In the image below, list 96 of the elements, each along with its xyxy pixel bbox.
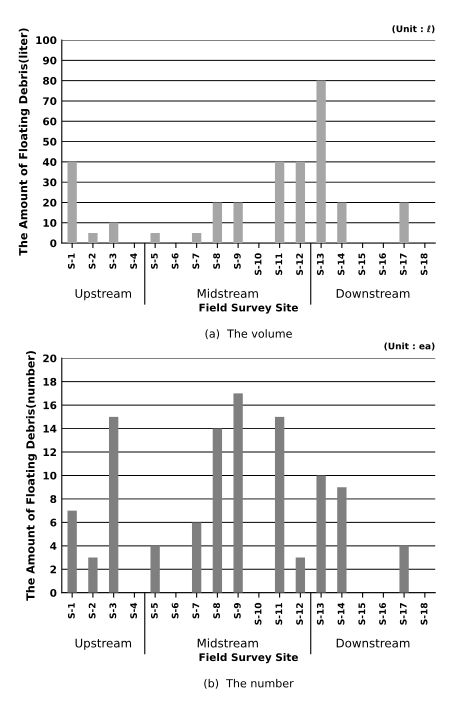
x-tick-label: S-18 — [420, 603, 428, 625]
text: Downstream — [336, 638, 410, 648]
y-tick-label: 20 — [43, 198, 56, 207]
x-tick-label: S-4 — [130, 602, 138, 618]
y-tick-label: 60 — [43, 117, 56, 126]
x-tick-label: S-16 — [379, 602, 386, 625]
text: Upstream — [76, 638, 132, 650]
y-tick-label: 10 — [44, 219, 56, 227]
bar — [192, 232, 202, 244]
x-tick-label: S-17 — [400, 254, 407, 275]
text: Downstream — [336, 289, 410, 298]
x-tick-label: S-14 — [338, 602, 344, 625]
bar — [399, 202, 409, 244]
x-tick-label: S-5 — [150, 253, 158, 269]
bar — [212, 202, 222, 244]
x-tick-label: S-12 — [296, 603, 303, 625]
x-tick-label: S-9 — [234, 603, 241, 618]
x-tick-label: S-13 — [316, 254, 324, 275]
y-tick-label: 50 — [43, 138, 56, 146]
bar — [67, 510, 77, 593]
bar — [399, 546, 409, 593]
bar — [233, 393, 243, 593]
y-tick-label: 100 — [36, 36, 56, 44]
y-tick-label: 8 — [50, 495, 56, 504]
x-tick-label: S-10 — [254, 253, 262, 275]
x-tick-label: S-1 — [68, 603, 75, 618]
x-tick-label: S-18 — [420, 253, 428, 275]
x-axis-title: Field Survey Site — [200, 303, 298, 314]
x-tick-label: S-3 — [109, 254, 116, 269]
bar — [337, 202, 347, 244]
y-tick-label: 0 — [50, 588, 56, 597]
bar — [233, 202, 243, 244]
x-tick-label: S-16 — [379, 253, 386, 275]
y-tick-label: 14 — [44, 424, 56, 433]
x-axis-title: Field Survey Site — [200, 653, 298, 664]
y-tick-label: 20 — [43, 354, 56, 362]
y-tick-label: 2 — [50, 566, 56, 574]
y-tick-label: 12 — [44, 448, 56, 456]
bar — [274, 162, 284, 244]
text: (Unit : ℓ) — [392, 25, 434, 34]
x-tick-label: S-5 — [150, 603, 158, 618]
y-tick-label: 0 — [50, 239, 56, 248]
bar — [150, 232, 160, 244]
x-tick-label: S-17 — [400, 603, 407, 625]
x-tick-label: S-11 — [275, 603, 282, 625]
text: (a) The volume — [206, 329, 292, 340]
x-tick-label: S-11 — [275, 253, 282, 275]
bar — [316, 80, 326, 244]
y-tick-label: 16 — [44, 401, 56, 410]
bar — [274, 416, 284, 593]
y-tick-label: 40 — [42, 158, 56, 166]
bar — [337, 487, 347, 593]
bar — [150, 546, 160, 593]
y-axis-title: The Amount of Floating Debris(liter) — [18, 28, 30, 256]
x-tick-label: S-6 — [172, 602, 179, 618]
text: (Unit : ea) — [384, 342, 434, 350]
bar — [88, 232, 98, 244]
y-tick-label: 6 — [50, 518, 56, 526]
x-tick-label: S-8 — [213, 603, 220, 618]
bar — [88, 558, 98, 593]
y-tick-label: 90 — [42, 56, 56, 64]
y-axis-title: The Amount of Floating Debris(number) — [26, 351, 37, 601]
x-tick-label: S-8 — [213, 253, 220, 269]
y-tick-label: 18 — [44, 378, 56, 386]
x-tick-label: S-7 — [192, 254, 200, 269]
x-tick-label: S-4 — [130, 253, 138, 269]
bar — [212, 428, 222, 593]
bar — [67, 162, 77, 244]
x-tick-label: S-14 — [338, 253, 344, 275]
x-tick-label: S-1 — [68, 253, 75, 269]
text: Midstream — [198, 638, 258, 648]
bar — [108, 222, 118, 244]
x-tick-label: S-15 — [358, 603, 366, 625]
bar — [296, 558, 306, 593]
x-tick-label: S-2 — [88, 254, 96, 269]
x-tick-label: S-3 — [109, 603, 116, 618]
x-tick-label: S-12 — [296, 254, 303, 275]
y-tick-label: 10 — [44, 472, 56, 480]
x-tick-label: S-9 — [234, 253, 241, 269]
bar — [192, 522, 202, 593]
y-tick-label: 4 — [50, 542, 56, 550]
text: Upstream — [76, 289, 132, 300]
y-tick-label: 70 — [43, 97, 56, 106]
x-tick-label: S-13 — [316, 603, 324, 625]
x-tick-label: S-6 — [172, 253, 179, 269]
y-tick-label: 80 — [43, 76, 56, 85]
x-tick-label: S-15 — [358, 253, 366, 275]
y-tick-label: 30 — [43, 178, 56, 186]
x-tick-label: S-7 — [192, 603, 200, 618]
x-tick-label: S-10 — [254, 602, 262, 625]
bar — [108, 416, 118, 593]
text: (b) The number — [204, 678, 294, 689]
text: Midstream — [198, 288, 258, 298]
x-tick-label: S-2 — [88, 603, 96, 618]
bar — [316, 475, 326, 593]
bar — [296, 162, 306, 244]
